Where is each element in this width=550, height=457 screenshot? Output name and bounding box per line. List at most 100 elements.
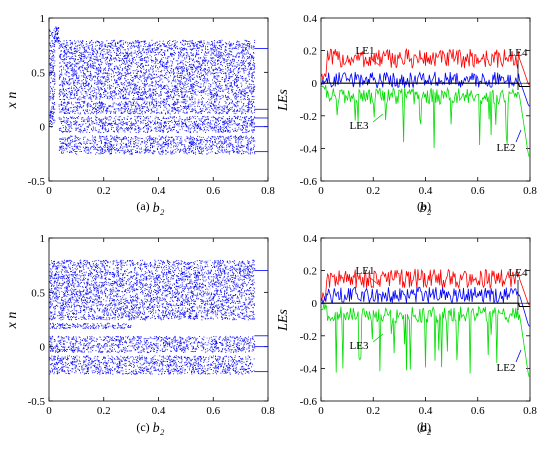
scatter-point — [140, 94, 141, 96]
scatter-point — [151, 109, 152, 111]
scatter-point — [143, 72, 145, 74]
scatter-point — [93, 61, 95, 63]
scatter-point — [114, 119, 116, 121]
scatter-point — [216, 107, 218, 109]
scatter-point — [109, 91, 111, 93]
scatter-point — [96, 44, 98, 46]
scatter-point — [152, 71, 154, 73]
scatter-point — [132, 81, 134, 83]
scatter-point — [129, 109, 131, 111]
scatter-point — [239, 109, 241, 111]
scatter-point — [213, 52, 215, 54]
scatter-point — [150, 96, 152, 98]
scatter-point — [130, 84, 132, 86]
scatter-point — [200, 79, 201, 80]
scatter-point — [243, 95, 245, 97]
scatter-point — [129, 58, 130, 60]
scatter-point — [215, 87, 217, 89]
scatter-point — [160, 93, 162, 95]
scatter-point — [220, 46, 222, 48]
scatter-point — [202, 59, 204, 61]
scatter-point — [162, 52, 164, 53]
scatter-point — [143, 84, 145, 86]
scatter-point — [74, 82, 76, 84]
scatter-point — [97, 83, 98, 85]
scatter-point — [121, 40, 122, 42]
scatter-point — [50, 77, 52, 79]
scatter-point — [74, 95, 75, 97]
scatter-point — [113, 92, 115, 93]
scatter-point — [98, 68, 100, 70]
scatter-point — [134, 91, 136, 93]
scatter-point — [66, 82, 68, 84]
scatter-point — [227, 67, 229, 68]
scatter-point — [164, 54, 165, 56]
scatter-point — [93, 64, 94, 66]
scatter-point — [253, 46, 255, 47]
scatter-point — [66, 96, 67, 98]
scatter-point — [211, 40, 212, 42]
scatter-point — [226, 86, 228, 88]
scatter-point — [83, 56, 84, 57]
scatter-point — [253, 71, 255, 73]
scatter-point — [180, 42, 181, 44]
scatter-point — [211, 101, 212, 103]
scatter-point — [182, 78, 184, 79]
scatter-point — [193, 90, 195, 92]
scatter-point — [90, 73, 91, 75]
scatter-point — [97, 69, 99, 71]
scatter-point — [221, 109, 222, 111]
scatter-point — [103, 44, 105, 46]
scatter-point — [200, 65, 202, 67]
scatter-point — [68, 109, 69, 111]
scatter-point — [237, 117, 238, 119]
scatter-point — [215, 91, 217, 93]
scatter-point — [184, 57, 185, 59]
scatter-point — [155, 58, 156, 60]
scatter-point — [132, 61, 134, 63]
scatter-point — [75, 118, 76, 119]
scatter-point — [121, 45, 123, 47]
scatter-point — [205, 102, 207, 103]
scatter-point — [183, 45, 185, 46]
scatter-point — [229, 47, 231, 49]
scatter-point — [241, 86, 242, 88]
scatter-point — [166, 58, 168, 60]
scatter-point — [178, 93, 179, 94]
scatter-point — [157, 49, 159, 50]
scatter-point — [105, 110, 107, 112]
scatter-point — [76, 86, 78, 88]
scatter-point — [154, 63, 156, 65]
scatter-point — [220, 53, 222, 55]
scatter-point — [141, 54, 143, 56]
scatter-point — [78, 81, 80, 83]
scatter-point — [92, 129, 94, 131]
scatter-point — [162, 64, 163, 66]
scatter-point — [220, 52, 222, 54]
scatter-point — [241, 92, 242, 94]
scatter-point — [111, 117, 113, 119]
scatter-point — [147, 83, 148, 85]
scatter-point — [166, 66, 168, 67]
scatter-point — [249, 78, 250, 80]
scatter-point — [251, 112, 253, 114]
scatter-point — [95, 98, 96, 100]
y-tick-label: -0.5 — [28, 176, 46, 188]
scatter-point — [54, 34, 56, 36]
scatter-point — [229, 78, 231, 80]
scatter-point — [99, 82, 101, 84]
scatter-point — [181, 56, 183, 58]
scatter-point — [218, 95, 220, 97]
scatter-point — [225, 85, 226, 86]
scatter-point — [118, 103, 120, 105]
scatter-point — [72, 52, 74, 54]
scatter-point — [144, 51, 145, 53]
scatter-point — [92, 112, 94, 114]
scatter-point — [156, 49, 158, 51]
scatter-point — [245, 121, 246, 122]
scatter-point — [76, 72, 78, 74]
scatter-point — [175, 101, 176, 103]
scatter-point — [90, 97, 92, 99]
scatter-point — [142, 98, 144, 100]
scatter-point — [78, 83, 80, 84]
